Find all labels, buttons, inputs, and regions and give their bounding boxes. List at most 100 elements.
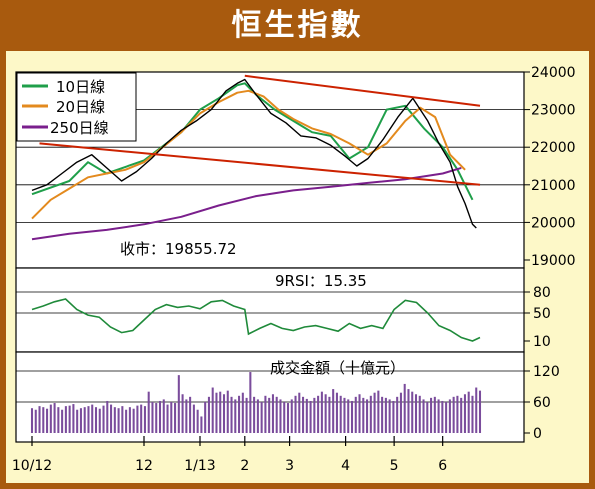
turnover-bar: [275, 396, 278, 433]
turnover-bar: [102, 405, 105, 433]
turnover-bar: [117, 408, 120, 433]
turnover-bar: [57, 407, 60, 433]
turnover-bar: [106, 400, 109, 433]
turnover-bar: [426, 402, 429, 433]
turnover-annotation: 成交金額（十億元）: [270, 359, 405, 377]
rsi-line: [31, 298, 481, 342]
turnover-bar: [283, 402, 286, 433]
turnover-bar: [430, 397, 433, 433]
x-tick-label: 12: [135, 458, 153, 474]
x-tick-label: 2: [240, 458, 249, 474]
rsi-y-tick-label: 80: [533, 285, 551, 301]
turnover-bar: [478, 390, 482, 433]
turnover-bar: [192, 404, 195, 433]
turnover-bar: [147, 391, 150, 433]
turnover-bar: [373, 392, 376, 433]
ma-line-10日線: [31, 82, 474, 201]
turnover-bar: [79, 408, 82, 433]
legend-label-20d: 20日線: [56, 98, 105, 116]
turnover-bar: [313, 397, 316, 433]
turnover-bar: [452, 396, 455, 433]
x-tick-label: 3: [285, 458, 294, 474]
turnover-bar: [471, 395, 474, 433]
turnover-bar: [264, 395, 267, 433]
turnover-bar: [234, 399, 237, 433]
legend: 10日線 20日線 250日線: [16, 72, 137, 142]
turnover-bar: [30, 408, 34, 433]
turnover-bar: [222, 394, 226, 433]
turnover-bar: [437, 399, 440, 433]
turnover-bar: [72, 404, 75, 433]
turnover-bar: [358, 394, 361, 433]
turnover-bar: [230, 396, 233, 433]
turnover-bar: [185, 399, 188, 433]
turnover-bar: [53, 403, 56, 433]
turnover-bar: [377, 390, 380, 433]
turnover-bar: [286, 403, 290, 433]
turnover-bar: [166, 404, 169, 433]
turnover-bar: [162, 399, 165, 433]
turnover-bar: [369, 395, 372, 433]
turnover-bar: [422, 399, 425, 433]
turnover-bar: [34, 409, 37, 433]
turnover-bar: [343, 397, 346, 433]
turnover-bar: [418, 395, 421, 433]
turnover-bar: [407, 389, 410, 433]
turnover-bar: [42, 407, 45, 433]
turnover-bar: [189, 396, 192, 433]
turnover-bar: [215, 392, 218, 433]
turnover-bar: [350, 400, 354, 433]
turnover-bar: [196, 409, 199, 433]
turnover-bar: [433, 396, 436, 433]
turnover-bar: [170, 402, 173, 433]
turnover-bar: [260, 402, 263, 433]
price-y-tick-label: 19000: [531, 253, 576, 269]
lower-trendline: [39, 142, 481, 186]
x-tick-label: 1/13: [184, 458, 215, 474]
turnover-bar: [61, 409, 64, 433]
turnover-bar: [463, 394, 466, 433]
turnover-bar: [396, 396, 399, 433]
turnover-bar: [362, 397, 365, 433]
turnover-bar: [121, 406, 124, 433]
turnover-bar: [271, 394, 274, 433]
turnover-bar: [207, 396, 210, 433]
turnover-bar: [158, 400, 162, 433]
turnover-bar: [136, 405, 139, 433]
turnover-bar: [279, 399, 282, 433]
rsi-annotation: 9RSI：15.35: [275, 272, 367, 290]
turnover-bar: [110, 404, 113, 433]
price-line: [31, 78, 477, 229]
turnover-bar: [249, 372, 252, 433]
turnover-y-tick-label: 0: [533, 426, 542, 442]
turnover-bar: [200, 416, 203, 433]
price-y-tick-label: 23000: [531, 103, 576, 119]
turnover-bar: [448, 399, 451, 433]
turnover-bar: [328, 396, 331, 433]
turnover-bar: [339, 395, 342, 433]
turnover-bar: [441, 400, 444, 433]
turnover-bar: [290, 399, 293, 433]
turnover-bar: [245, 397, 248, 433]
ma-line-250日線: [31, 166, 462, 241]
turnover-bar: [399, 392, 402, 433]
rsi-y-tick-label: 10: [533, 334, 551, 350]
turnover-bar: [335, 392, 338, 433]
turnover-bar: [384, 397, 387, 433]
turnover-y-tick-label: 60: [533, 395, 551, 411]
turnover-bar: [132, 408, 135, 433]
turnover-bar: [256, 399, 259, 433]
upper-trendline: [244, 74, 481, 107]
turnover-bar: [475, 387, 478, 433]
turnover-bar: [467, 391, 470, 433]
turnover-bar: [38, 406, 41, 433]
price-y-tick-label: 20000: [531, 215, 576, 231]
turnover-bar: [83, 407, 86, 433]
turnover-bar: [347, 399, 350, 433]
turnover-bar: [238, 395, 241, 433]
turnover-bar: [68, 405, 71, 433]
x-tick-label: 4: [341, 458, 350, 474]
close-annotation: 收市：19855.72: [120, 240, 237, 258]
